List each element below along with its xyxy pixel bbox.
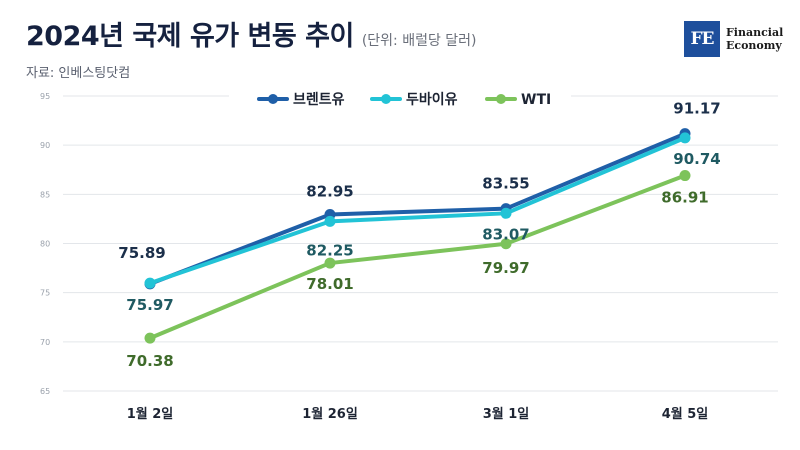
- data-point: [144, 332, 156, 344]
- x-tick-label: 4월 5일: [662, 406, 709, 422]
- data-label: 91.17: [673, 100, 720, 118]
- chart-unit: (단위: 배럴당 달러): [361, 33, 477, 49]
- series-line: [148, 135, 687, 286]
- y-axis-ticks: 95 90 85 80 75 70 65: [40, 92, 50, 396]
- y-tick-label: 85: [40, 190, 50, 199]
- data-label: 82.95: [306, 182, 353, 200]
- legend-swatch-marker: [496, 94, 506, 104]
- data-point: [679, 132, 691, 144]
- data-label-layer: 75.89 82.95 83.55 91.17 75.97 82.25 83.07 90.74…: [118, 100, 720, 370]
- data-label: 79.97: [482, 259, 529, 277]
- data-label: 82.25: [306, 241, 353, 259]
- x-tick-label: 1월 26일: [302, 406, 358, 422]
- data-point: [500, 207, 512, 219]
- legend-swatch-marker: [268, 94, 278, 104]
- data-label: 78.01: [306, 275, 353, 293]
- chart-title-row: 2024년 국제 유가 변동 추이 (단위: 배럴당 달러): [26, 14, 477, 53]
- data-label: 70.38: [126, 352, 173, 370]
- y-tick-label: 65: [40, 387, 50, 396]
- legend-swatch-marker: [381, 94, 391, 104]
- brand-logo: FE Financial Economy: [684, 21, 783, 57]
- data-point: [144, 277, 156, 289]
- series-line: [148, 131, 687, 286]
- series-layer: [144, 128, 691, 344]
- logo-text-line1: Financial: [726, 26, 784, 39]
- data-label: 90.74: [673, 150, 720, 168]
- y-tick-label: 80: [40, 240, 50, 249]
- data-point: [324, 257, 336, 269]
- y-tick-label: 90: [40, 141, 50, 150]
- legend-label: 두바이유: [406, 91, 458, 108]
- x-axis-ticks: 1월 2일 1월 26일 3월 1일 4월 5일: [127, 406, 709, 422]
- series-line: [148, 173, 687, 341]
- chart-source: 자료: 인베스팅닷컴: [26, 66, 131, 81]
- legend-label: WTI: [521, 92, 551, 108]
- y-tick-label: 95: [40, 92, 50, 101]
- data-label: 86.91: [661, 189, 708, 207]
- chart-title: 2024년 국제 유가 변동 추이: [26, 21, 354, 52]
- logo-icon: FE: [684, 21, 720, 57]
- legend-label: 브렌트유: [293, 91, 345, 108]
- logo-text: Financial Economy: [726, 26, 783, 52]
- logo-text-line2: Economy: [726, 39, 782, 52]
- data-point: [324, 215, 336, 227]
- data-label: 75.97: [126, 296, 173, 314]
- x-tick-label: 1월 2일: [127, 406, 174, 422]
- data-label: 83.55: [482, 175, 529, 193]
- y-tick-label: 75: [40, 289, 50, 298]
- data-label: 83.07: [482, 225, 529, 243]
- legend: 브렌트유 두바이유 WTI: [229, 80, 571, 118]
- data-point: [679, 170, 691, 182]
- data-point: [500, 238, 512, 250]
- y-tick-label: 70: [40, 338, 50, 347]
- x-tick-label: 3월 1일: [483, 406, 530, 422]
- data-label: 75.89: [118, 244, 165, 262]
